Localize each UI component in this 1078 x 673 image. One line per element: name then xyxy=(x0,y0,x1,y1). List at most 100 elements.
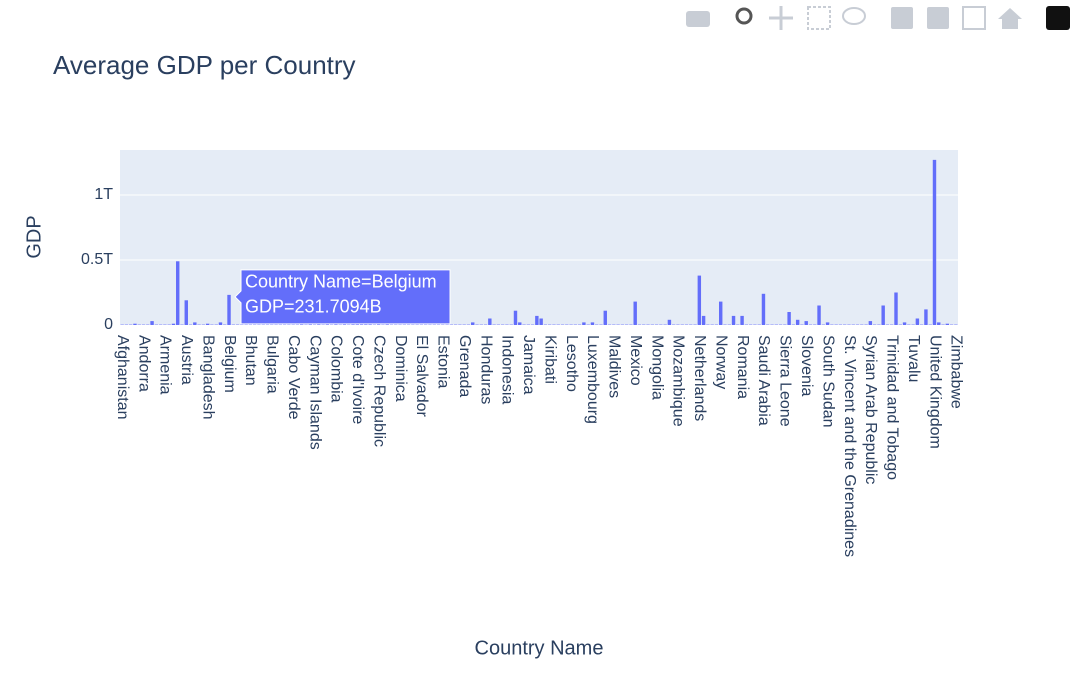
bar xyxy=(471,322,475,325)
bar xyxy=(184,300,188,325)
bar xyxy=(385,323,389,325)
bar xyxy=(868,321,873,325)
x-tick-label: Afghanistan xyxy=(114,335,131,420)
x-tick-label: Cayman Islands xyxy=(306,335,323,450)
y-tick-label: 0 xyxy=(104,316,113,333)
bar xyxy=(795,319,800,325)
x-tick-label: South Sudan xyxy=(819,335,836,428)
zoom-in-icon[interactable] xyxy=(891,7,913,29)
bar xyxy=(603,310,607,325)
bar xyxy=(539,318,543,325)
x-tick-label: Maldives xyxy=(606,335,623,398)
bar xyxy=(937,322,941,325)
bar xyxy=(299,323,304,325)
x-tick-label: Netherlands xyxy=(691,335,708,421)
y-tick-label: 0.5T xyxy=(81,251,113,268)
bar xyxy=(633,301,637,325)
bar xyxy=(364,323,368,325)
bar xyxy=(317,323,321,325)
bar xyxy=(924,309,928,325)
bar xyxy=(325,323,330,325)
x-tick-label: Mozambique xyxy=(670,335,687,427)
x-tick-label: Trinidad and Tobago xyxy=(883,335,900,480)
x-axis-title: Country Name xyxy=(475,637,604,659)
x-tick-label: Czech Republic xyxy=(370,335,387,447)
bar xyxy=(817,305,821,325)
y-tick-label: 1T xyxy=(94,186,113,203)
zoom-icon[interactable] xyxy=(735,7,753,25)
x-tick-label: Grenada xyxy=(456,335,473,397)
x-tick-label: United Kingdom xyxy=(926,335,943,449)
x-tick-label: Kiribati xyxy=(541,335,558,384)
bar xyxy=(176,261,180,325)
bar xyxy=(368,323,372,325)
tooltip-text: Country Name=Belgium xyxy=(245,272,437,292)
bar xyxy=(376,323,381,325)
bar xyxy=(359,323,364,325)
x-tick-label: Bhutan xyxy=(242,335,259,386)
x-tick-label: Zimbabwe xyxy=(948,335,965,409)
bar xyxy=(518,322,522,325)
autoscale-icon[interactable] xyxy=(962,6,986,30)
bar xyxy=(825,322,830,325)
bar xyxy=(881,305,885,325)
bar xyxy=(535,315,539,325)
bar xyxy=(355,323,360,325)
x-tick-label: Bangladesh xyxy=(199,335,216,420)
bar xyxy=(218,322,223,325)
chart-title: Average GDP per Country xyxy=(53,50,356,80)
zoom-out-icon[interactable] xyxy=(927,7,949,29)
bar xyxy=(488,318,492,325)
tooltip-box xyxy=(234,269,451,325)
x-tick-label: Armenia xyxy=(157,335,174,395)
x-tick-label: Romania xyxy=(734,335,751,399)
bar xyxy=(894,292,898,325)
x-tick-label: Cote d'Ivoire xyxy=(349,335,366,424)
bar xyxy=(701,315,706,325)
bar xyxy=(227,294,231,325)
select-icon[interactable] xyxy=(807,6,831,30)
plotly-logo[interactable] xyxy=(1046,6,1070,30)
reset-icon[interactable] xyxy=(998,8,1022,29)
x-tick-label: Mongolia xyxy=(648,335,665,400)
x-tick-label: Slovenia xyxy=(798,335,815,396)
bar xyxy=(902,322,907,325)
bar xyxy=(193,322,197,325)
x-tick-label: Belgium xyxy=(221,335,238,393)
x-tick-label: Jamaica xyxy=(520,335,537,395)
x-tick-label: El Salvador xyxy=(413,335,430,417)
bar xyxy=(761,293,766,325)
y-axis-title: GDP xyxy=(23,215,45,258)
bar xyxy=(804,321,808,325)
bar xyxy=(133,323,137,325)
bar xyxy=(171,323,176,325)
x-tick-label: St. Vincent and the Grenadines xyxy=(841,335,858,557)
bar xyxy=(787,311,791,325)
camera-icon[interactable] xyxy=(686,11,710,27)
x-tick-label: Dominica xyxy=(392,335,409,402)
lasso-icon[interactable] xyxy=(842,7,866,25)
x-tick-label: Mexico xyxy=(627,335,644,386)
bar xyxy=(334,323,338,325)
x-tick-label: Saudi Arabia xyxy=(755,335,772,426)
tooltip-text: GDP=231.7094B xyxy=(245,297,382,317)
pan-icon[interactable] xyxy=(769,6,793,30)
x-tick-label: Syrian Arab Republic xyxy=(862,335,879,484)
bar xyxy=(351,323,355,325)
x-tick-label: Colombia xyxy=(328,335,345,403)
x-tick-label: Indonesia xyxy=(499,335,516,404)
x-tick-label: Norway xyxy=(712,335,729,389)
bar xyxy=(740,315,744,325)
bar xyxy=(945,323,950,325)
bar xyxy=(582,322,586,325)
bar xyxy=(590,322,595,325)
x-tick-label: Sierra Leone xyxy=(777,335,794,427)
x-tick-label: Austria xyxy=(178,335,195,385)
bar xyxy=(731,315,736,325)
bar xyxy=(308,323,312,325)
x-tick-label: Honduras xyxy=(477,335,494,404)
x-tick-label: Luxembourg xyxy=(584,335,601,424)
toolbar xyxy=(686,6,1070,30)
